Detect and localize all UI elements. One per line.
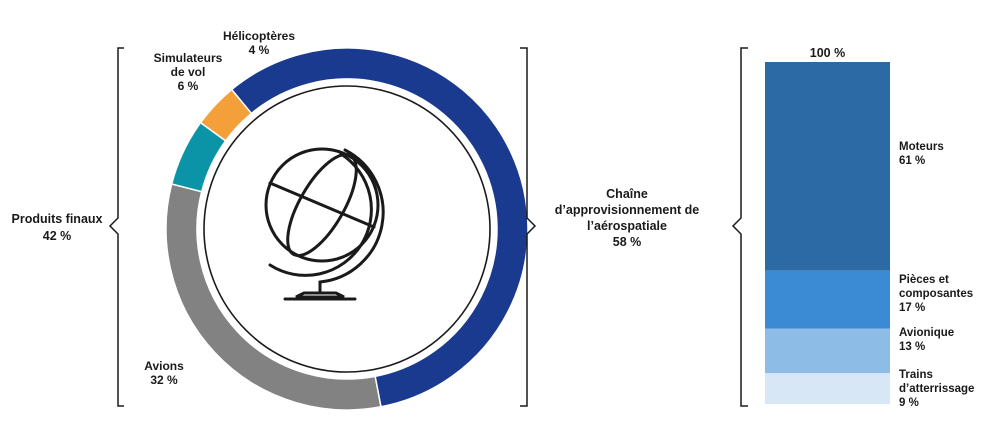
- label-avions-label: Avions: [144, 359, 184, 373]
- label-simulateurs-de-vol-value: 6 %: [178, 79, 199, 93]
- label-chaine-d-approvisionnement-de-l-aerospatiale-value: 58 %: [613, 235, 642, 249]
- label-avionique-label: Avionique: [899, 327, 954, 339]
- label-helicopteres-value: 4 %: [249, 43, 270, 57]
- label-pieces-et-composantes-label: composantes: [899, 288, 973, 300]
- label-pieces-et-composantes-label: Pièces et: [899, 274, 949, 286]
- donut-inner-ring: [203, 85, 491, 373]
- bar-segment-trains-d-atterrissage: [765, 373, 890, 404]
- label-chaine-d-approvisionnement-de-l-aerospatiale-label: Chaîne: [606, 187, 648, 201]
- label-trains-d-atterrissage-label: Trains: [899, 369, 933, 381]
- bar-segment-pieces-et-composantes: [765, 270, 890, 329]
- globe-icon: [264, 147, 385, 301]
- left-bracket: [108, 47, 124, 407]
- label-chaine-d-approvisionnement-de-l-aerospatiale-label: d’approvisionnement de: [555, 203, 700, 217]
- group-value: 42 %: [43, 229, 72, 243]
- label-pieces-et-composantes-value: 17 %: [899, 302, 925, 314]
- label-trains-d-atterrissage-value: 9 %: [899, 397, 919, 409]
- label-moteurs-label: Moteurs: [899, 141, 944, 153]
- middle-bracket: [520, 47, 537, 407]
- label-trains-d-atterrissage-label: d’atterrissage: [899, 383, 974, 395]
- right-bracket: [731, 47, 748, 407]
- label-simulateurs-de-vol-label: Simulateurs: [154, 51, 223, 65]
- stacked-bar: [765, 62, 890, 404]
- bar-total-label: 100 %: [810, 46, 845, 60]
- group-label: Produits finaux: [12, 212, 103, 226]
- labels: Chaîne d’approvisionnement de l’aérospatia…: [12, 29, 975, 409]
- bar-segment-moteurs: [765, 62, 890, 271]
- bar-segment-avionique: [765, 328, 890, 374]
- label-avions-value: 32 %: [150, 373, 178, 387]
- label-simulateurs-de-vol-label: de vol: [171, 65, 206, 79]
- label-helicopteres-label: Hélicoptères: [223, 29, 295, 43]
- label-moteurs-value: 61 %: [899, 155, 925, 167]
- label-chaine-d-approvisionnement-de-l-aerospatiale-label: l’aérospatiale: [587, 219, 667, 233]
- label-avionique-value: 13 %: [899, 341, 925, 353]
